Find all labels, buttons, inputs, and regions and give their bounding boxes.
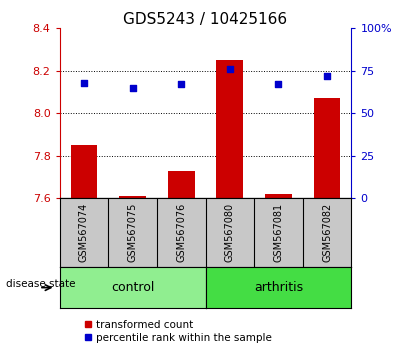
Text: control: control (111, 281, 154, 294)
Bar (265, 194, 292, 198)
Bar (314, 98, 340, 198)
Bar (217, 60, 243, 198)
Text: GSM567081: GSM567081 (273, 203, 284, 262)
Text: disease state: disease state (6, 279, 76, 289)
Point (81, 80, 87, 86)
Text: GDS5243 / 10425166: GDS5243 / 10425166 (123, 12, 288, 27)
Text: GSM567080: GSM567080 (225, 203, 235, 262)
Point (226, 66, 233, 72)
Text: arthritis: arthritis (254, 281, 303, 294)
Bar (119, 196, 146, 198)
Text: GSM567075: GSM567075 (127, 203, 138, 262)
Text: GSM567076: GSM567076 (176, 203, 186, 262)
Text: GSM567074: GSM567074 (79, 203, 89, 262)
Point (275, 81, 282, 87)
Bar (71, 145, 97, 198)
Bar (168, 171, 194, 198)
Point (129, 85, 136, 91)
Text: GSM567082: GSM567082 (322, 203, 332, 262)
Legend: transformed count, percentile rank within the sample: transformed count, percentile rank withi… (79, 315, 276, 347)
Point (178, 81, 185, 87)
Point (324, 73, 330, 79)
